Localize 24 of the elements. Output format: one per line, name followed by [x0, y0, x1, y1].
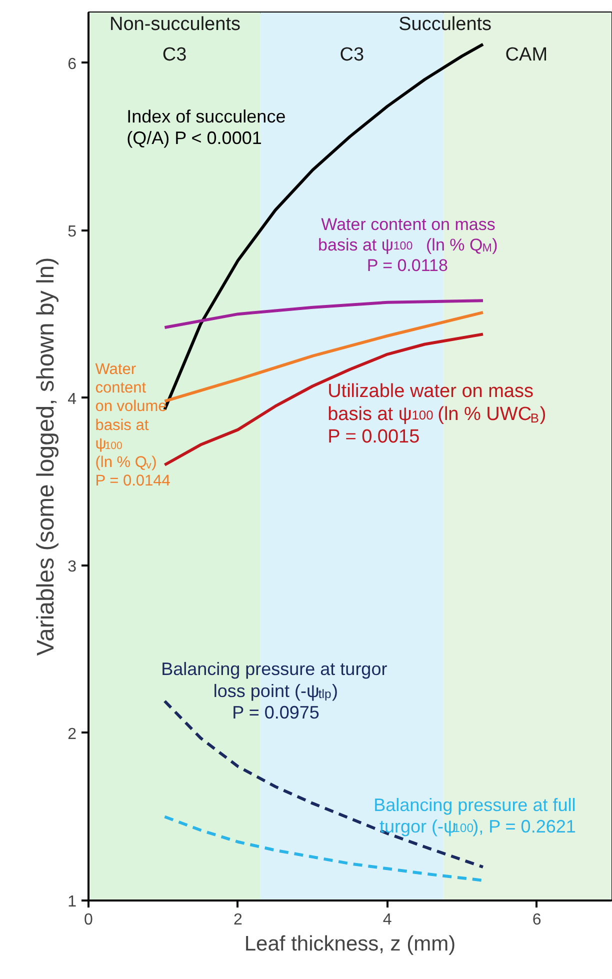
y-tick-label: 1	[68, 894, 77, 910]
band-label: C3	[340, 44, 364, 66]
series-label: Index of succulence (Q/A) P < 0.0001	[126, 106, 286, 148]
line-series	[163, 815, 484, 882]
band-label: CAM	[505, 44, 548, 66]
x-tick-label: 4	[382, 912, 392, 928]
y-tick-label: 6	[68, 56, 77, 73]
series-label: Balancing pressure at turgor loss point (-ψtlp) P = 0.0975	[161, 659, 388, 722]
line-series	[163, 299, 484, 329]
x-tick-label: 6	[532, 912, 542, 928]
annotation: Succulents	[398, 14, 492, 36]
y-axis-title: Variables (some logged, shown by ln)	[32, 257, 60, 656]
y-tick-label: 4	[68, 390, 77, 408]
text: Water content on volume basis at ψ100 (ln % Qv) P = 0.0144	[95, 361, 170, 490]
y-tick-label: 3	[68, 558, 77, 576]
x-tick-label: 2	[233, 912, 242, 928]
x-tick-label: 0	[84, 912, 94, 928]
series-label: Balancing pressure at full turgor (-ψ100), P = 0.2621	[374, 794, 576, 837]
y-tick-label: 5	[68, 223, 77, 240]
text: Water content on mass basis at ψ100 (ln % QM) P = 0.0118	[318, 215, 498, 276]
band-label: C3	[162, 44, 187, 66]
annotation: Non-succulents	[110, 14, 240, 36]
y-tick-label: 2	[68, 726, 77, 743]
x-axis-title: Leaf thickness, z (mm)	[244, 932, 456, 956]
